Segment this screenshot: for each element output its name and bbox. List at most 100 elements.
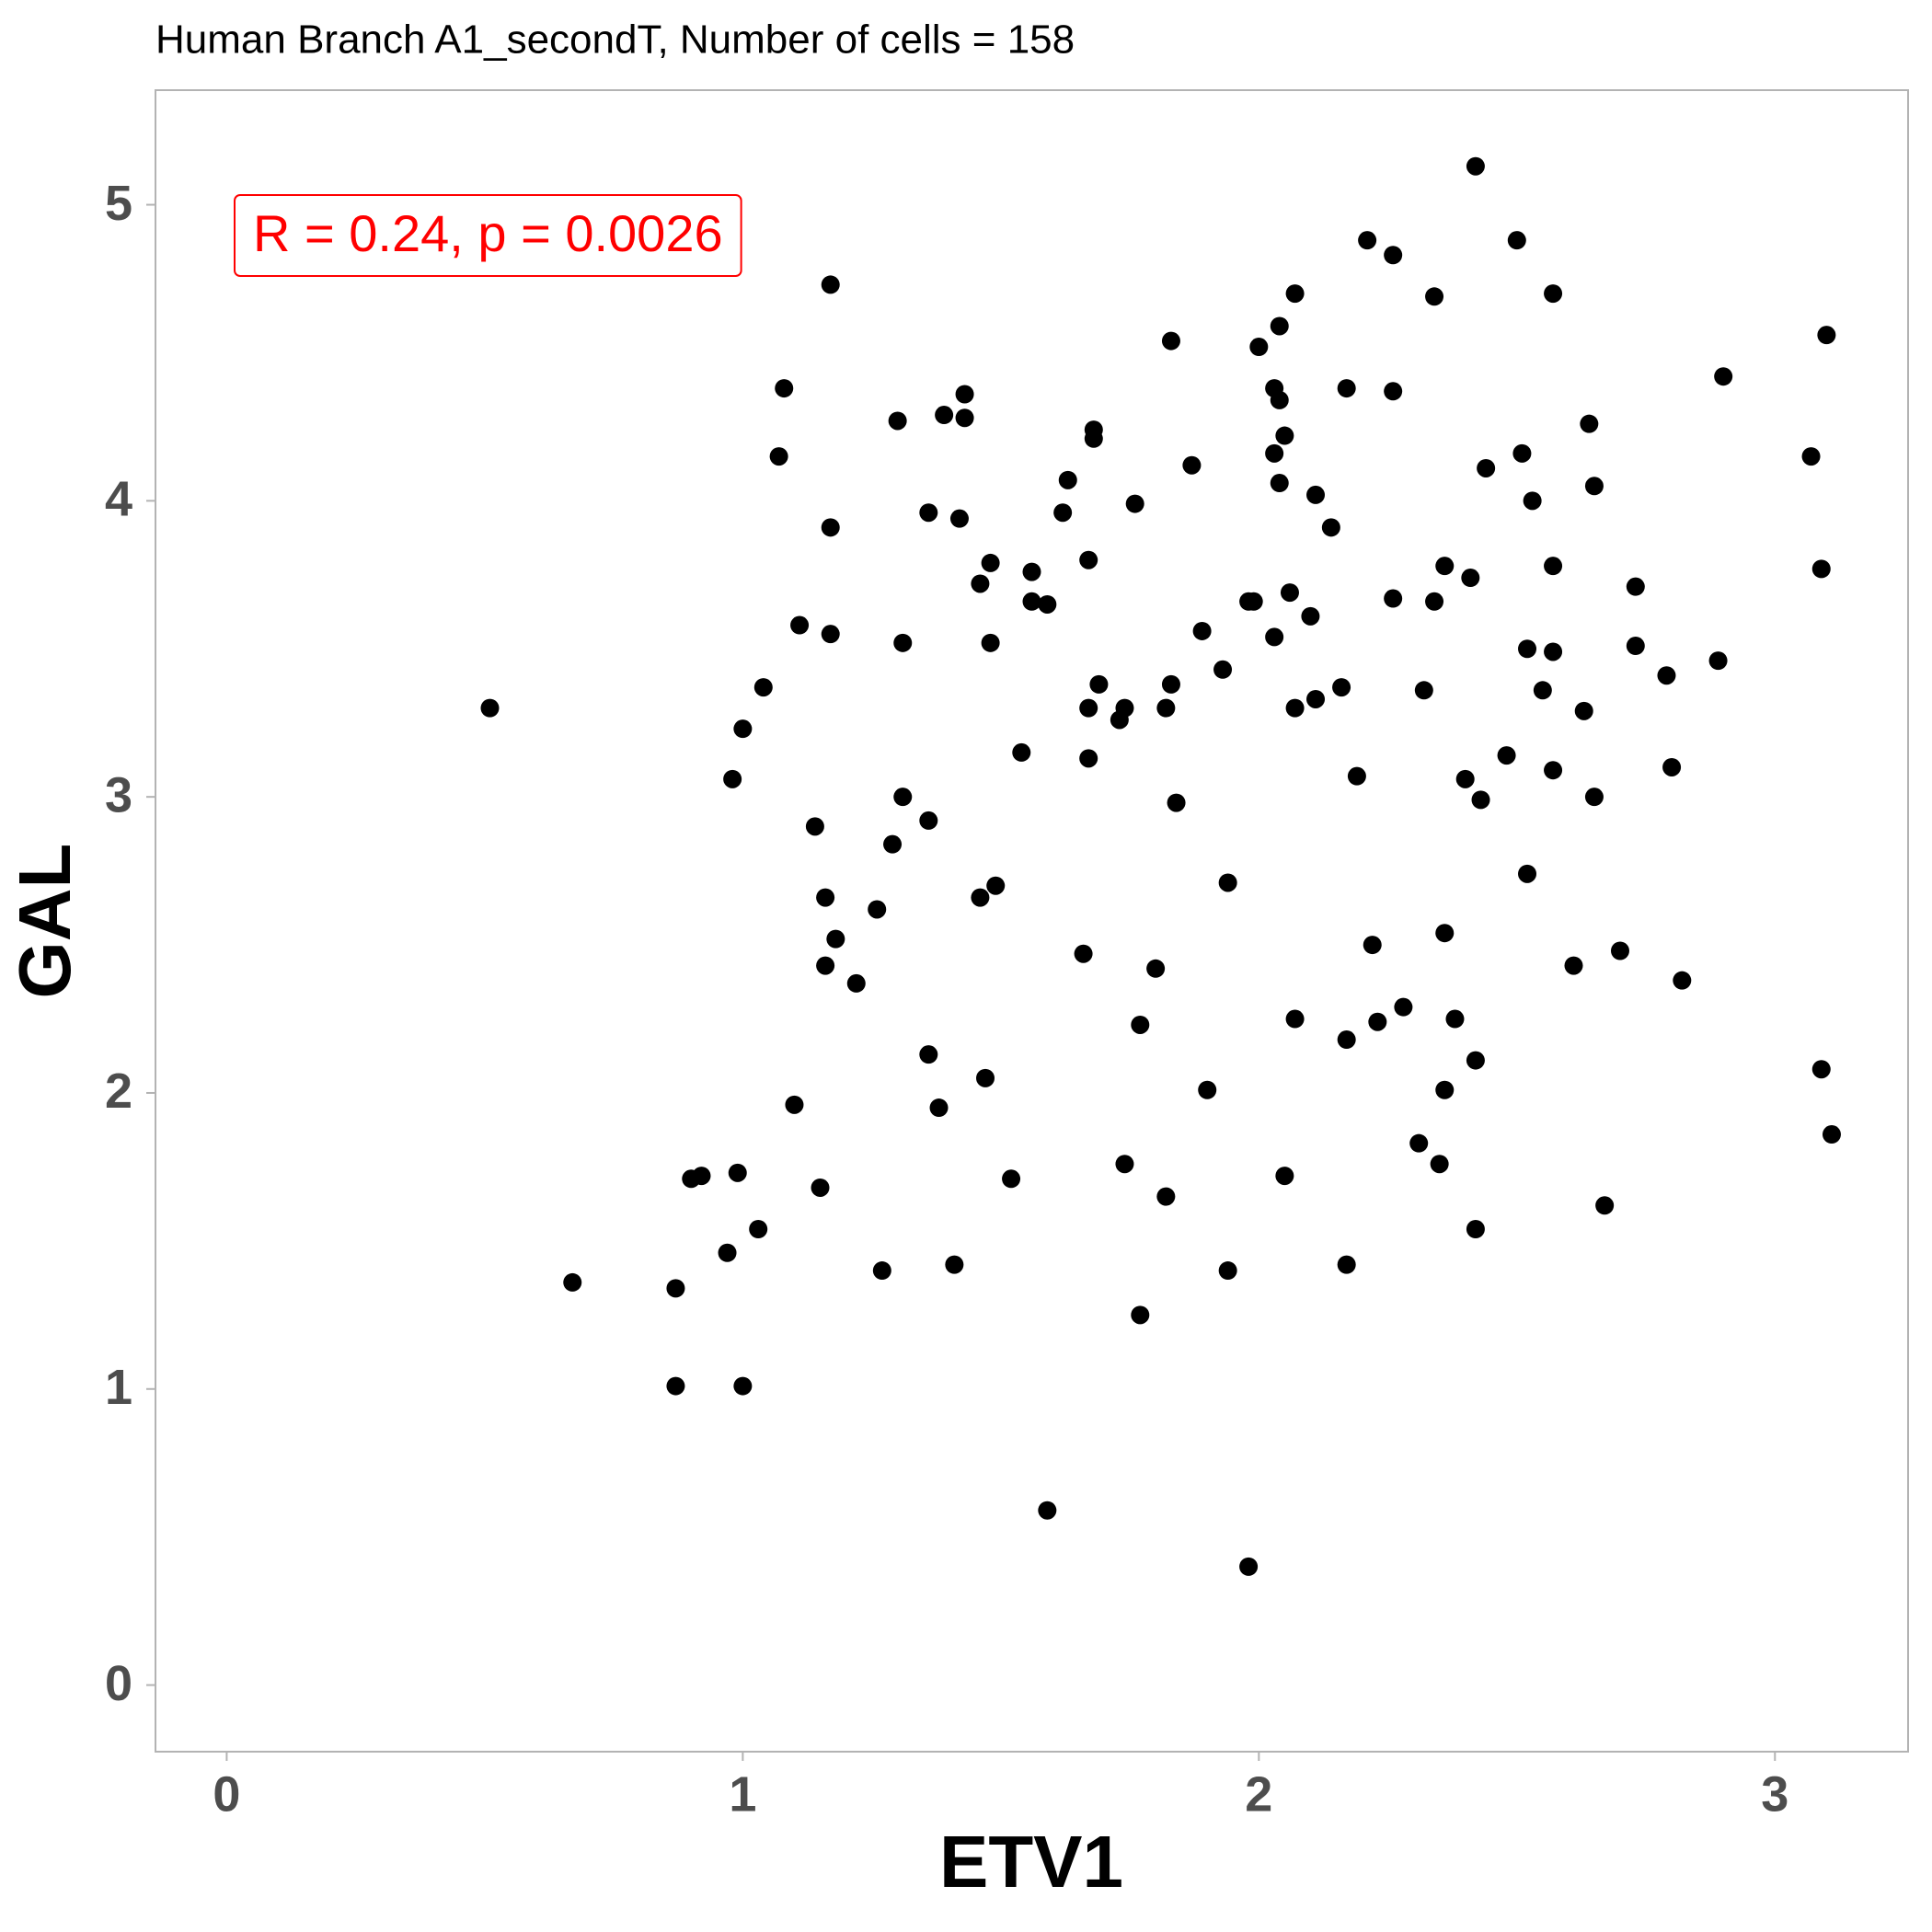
point	[769, 447, 788, 466]
point	[1270, 390, 1289, 409]
point	[1285, 698, 1305, 718]
point	[1337, 1030, 1356, 1050]
point	[775, 379, 794, 398]
point	[1038, 594, 1057, 614]
x-axis-title: ETV1	[939, 1821, 1123, 1903]
point	[1822, 1125, 1841, 1144]
point	[1384, 382, 1403, 401]
point	[1358, 231, 1377, 250]
point	[1533, 681, 1552, 700]
point	[1038, 1501, 1057, 1520]
point	[893, 788, 913, 807]
point	[1544, 557, 1563, 576]
point	[1662, 757, 1682, 776]
point	[1156, 698, 1176, 718]
point	[1156, 1187, 1176, 1206]
x-tick-label: 0	[213, 1766, 240, 1822]
point	[883, 834, 903, 854]
point	[1213, 660, 1233, 679]
point	[1435, 924, 1455, 943]
point	[1125, 494, 1144, 513]
point	[821, 518, 840, 537]
point	[1131, 1305, 1150, 1325]
point	[929, 1098, 949, 1118]
point	[1285, 1009, 1305, 1029]
point	[1595, 1196, 1615, 1215]
point	[1084, 429, 1103, 448]
y-tick-label: 2	[105, 1064, 132, 1119]
point	[888, 411, 907, 431]
point	[1270, 316, 1289, 336]
point	[1218, 1261, 1237, 1281]
point	[1518, 864, 1537, 883]
point	[733, 719, 753, 739]
point	[1337, 379, 1356, 398]
point	[1626, 577, 1645, 596]
point	[846, 973, 866, 993]
point	[1337, 1255, 1356, 1274]
point	[955, 408, 974, 428]
point	[945, 1255, 964, 1274]
point	[1497, 746, 1516, 765]
point	[1580, 414, 1599, 433]
point	[1301, 606, 1320, 626]
point	[1455, 769, 1475, 788]
point	[1244, 592, 1263, 611]
point	[919, 1045, 938, 1064]
point	[971, 888, 990, 907]
y-tick-label: 3	[105, 767, 132, 822]
point	[1115, 1155, 1134, 1174]
point	[1192, 621, 1212, 640]
point	[1275, 1167, 1294, 1186]
point	[749, 1220, 768, 1239]
point	[1265, 627, 1284, 647]
point	[1466, 1051, 1485, 1070]
point	[1182, 455, 1202, 475]
point	[692, 1167, 711, 1186]
panel-border	[155, 89, 1909, 1753]
point	[1512, 443, 1532, 463]
point	[1477, 458, 1496, 477]
y-tick-label: 4	[105, 472, 132, 527]
point	[718, 1243, 737, 1262]
point	[1384, 246, 1403, 265]
point	[1626, 637, 1645, 656]
point	[1471, 790, 1490, 810]
point	[816, 956, 835, 975]
point	[563, 1272, 582, 1292]
point	[1089, 674, 1109, 694]
point	[1079, 749, 1098, 768]
point	[1544, 284, 1563, 304]
point	[935, 406, 954, 425]
point	[728, 1163, 747, 1182]
point	[826, 929, 845, 949]
point	[893, 633, 913, 652]
point	[976, 1068, 995, 1087]
point	[1384, 589, 1403, 608]
point	[821, 625, 840, 644]
point	[971, 574, 990, 593]
point	[1708, 651, 1728, 671]
annotation: R = 0.24, p = 0.0026	[253, 204, 723, 262]
point	[1523, 491, 1542, 511]
point	[1161, 674, 1180, 694]
point	[1673, 971, 1692, 990]
point	[1306, 485, 1326, 504]
point	[1610, 941, 1629, 960]
point	[1218, 873, 1237, 892]
point	[790, 615, 810, 635]
point	[1053, 503, 1073, 523]
x-tick-label: 2	[1245, 1766, 1272, 1822]
point	[1811, 559, 1831, 579]
point	[1058, 470, 1077, 489]
point	[1544, 761, 1563, 780]
point	[986, 876, 1006, 895]
x-tick-label: 3	[1761, 1766, 1788, 1822]
y-tick-label: 0	[105, 1656, 132, 1711]
point	[919, 503, 938, 523]
point	[1518, 639, 1537, 659]
point	[753, 678, 773, 697]
point	[1332, 678, 1351, 697]
point	[1507, 231, 1526, 250]
